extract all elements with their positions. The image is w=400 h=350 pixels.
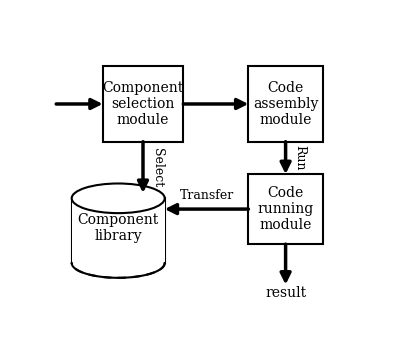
Ellipse shape bbox=[72, 183, 165, 213]
FancyBboxPatch shape bbox=[103, 66, 183, 142]
Text: Code
running
module: Code running module bbox=[258, 186, 314, 232]
Text: Component
selection
module: Component selection module bbox=[102, 81, 184, 127]
Text: Transfer: Transfer bbox=[180, 189, 234, 202]
Text: Select: Select bbox=[151, 148, 164, 187]
Text: result: result bbox=[265, 286, 306, 300]
Text: Code
assembly
module: Code assembly module bbox=[253, 81, 318, 127]
Text: Run: Run bbox=[293, 145, 306, 171]
Polygon shape bbox=[72, 198, 165, 263]
FancyBboxPatch shape bbox=[248, 66, 323, 142]
FancyBboxPatch shape bbox=[248, 174, 323, 244]
Text: Component
library: Component library bbox=[78, 213, 159, 243]
